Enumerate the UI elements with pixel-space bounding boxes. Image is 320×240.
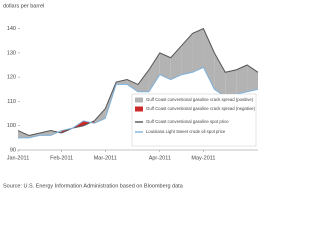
legend-label: Gulf Coast conventional gasoline crack s… [146, 106, 255, 111]
x-tick-label: Mar-2011 [94, 155, 117, 161]
spread-area [127, 79, 138, 92]
y-tick-label: 90 [10, 147, 16, 153]
y-tick-label: 110 [7, 99, 16, 105]
y-tick-label: 120 [7, 75, 16, 81]
x-tick-label: May-2011 [191, 155, 215, 161]
y-axis-label: dollars per barrel [3, 3, 44, 9]
spread-area [39, 130, 51, 136]
spread-area [247, 65, 258, 92]
spread-area [170, 45, 182, 80]
spread-area [18, 130, 29, 138]
series-line [18, 66, 259, 139]
legend-box [131, 93, 257, 147]
x-tick-label: Apr-2011 [149, 155, 171, 161]
spread-area [214, 52, 226, 97]
legend-swatch [135, 97, 143, 103]
legend-label: Louisiana Light Sweet crude oil spot pri… [146, 129, 226, 134]
legend-swatch [135, 106, 143, 112]
x-tick-label: Jan-2011 [7, 155, 30, 161]
spread-area [138, 69, 149, 92]
spread-area [159, 52, 171, 80]
source: Source: U.S. Energy Information Administ… [3, 183, 184, 189]
spread-area [203, 28, 215, 90]
spread-area [225, 69, 237, 97]
x-tick-label: Feb-2011 [50, 155, 73, 161]
y-tick-label: 140 [7, 26, 16, 32]
spread-area [28, 133, 40, 138]
spread-area [148, 52, 160, 92]
spread-area [236, 65, 248, 95]
legend-label: Gulf Coast conventional gasoline crack s… [146, 97, 254, 102]
spread-area [116, 79, 128, 85]
legend-label: Gulf Coast conventional gasoline spot pr… [146, 119, 229, 124]
chart: dollars per barrel Source: U.S. Energy I… [3, 3, 259, 189]
spread-area [192, 28, 204, 73]
y-tick-label: 100 [7, 123, 16, 129]
y-tick-label: 130 [7, 50, 16, 56]
spread-area [181, 33, 193, 75]
